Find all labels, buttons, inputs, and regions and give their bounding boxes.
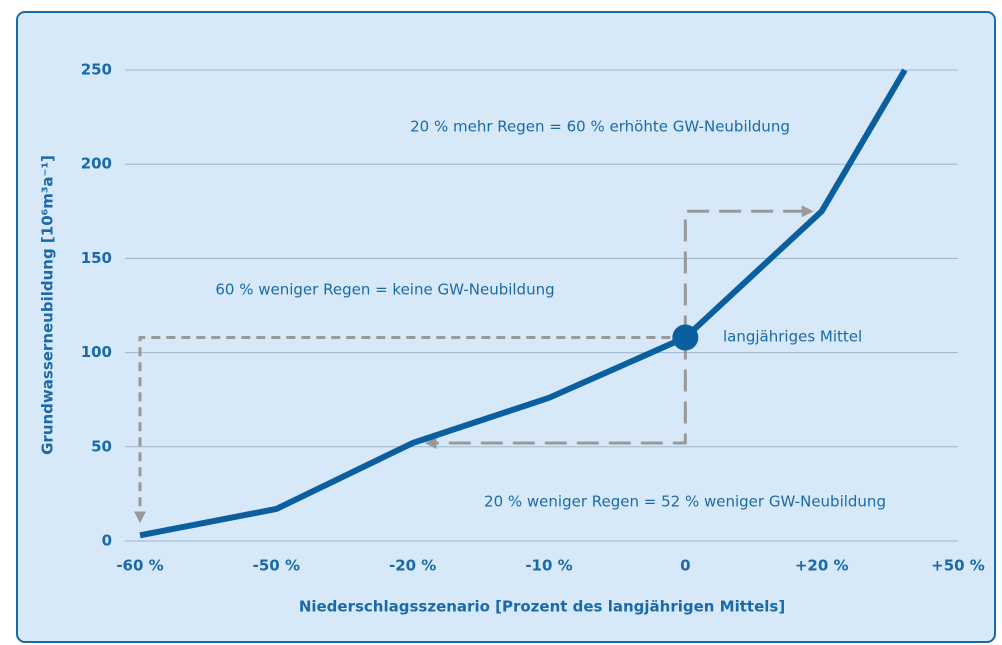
y-tick-label: 50 — [91, 437, 112, 455]
guide-arrow — [133, 336, 686, 524]
guide-arrow — [683, 205, 814, 338]
y-tick-label: 200 — [81, 155, 112, 173]
y-tick-label: 150 — [81, 249, 112, 267]
y-axis-label: Grundwasserneubildung [10⁶m³a⁻¹] — [39, 155, 57, 455]
y-tick-label: 100 — [81, 343, 112, 361]
x-tick-label: -50 % — [253, 557, 300, 575]
annotation: 60 % weniger Regen = keine GW-Neubildung — [215, 281, 554, 299]
x-tick-label: -60 % — [116, 557, 163, 575]
annotation: langjähriges Mittel — [723, 328, 862, 346]
x-tick-label: -10 % — [525, 557, 572, 575]
mean-point — [672, 324, 699, 351]
frame — [16, 11, 996, 643]
y-tick-label: 0 — [102, 532, 112, 550]
annotation: 20 % mehr Regen = 60 % erhöhte GW-Neubil… — [410, 118, 790, 136]
guide-arrow — [424, 337, 687, 450]
line — [139, 68, 908, 539]
x-tick-label: -20 % — [389, 557, 436, 575]
x-tick-label: +20 % — [795, 557, 849, 575]
x-axis-label: Niederschlagsszenario [Prozent des langj… — [299, 598, 785, 616]
y-tick-label: 250 — [81, 61, 112, 79]
x-tick-label: 0 — [680, 557, 690, 575]
x-tick-label: +50 % — [931, 557, 985, 575]
annotation: 20 % weniger Regen = 52 % weniger GW-Neu… — [484, 493, 886, 511]
